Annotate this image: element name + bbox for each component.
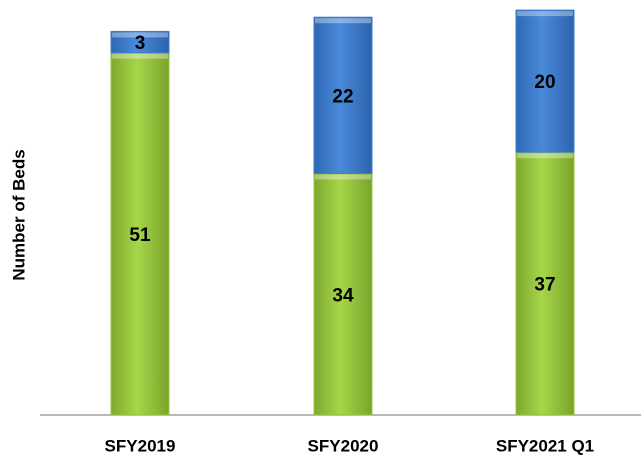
segment-highlight — [517, 11, 573, 17]
data-label: 51 — [129, 225, 151, 246]
bar-segment — [515, 9, 575, 153]
data-label: 22 — [332, 86, 353, 107]
y-axis-label: Number of Beds — [9, 149, 28, 280]
data-label: 20 — [534, 72, 555, 93]
data-label: 3 — [135, 33, 146, 54]
segment-highlight — [315, 174, 371, 180]
data-label: 37 — [534, 275, 555, 296]
segment-highlight — [517, 153, 573, 159]
segment-highlight — [112, 32, 168, 38]
bar-segment — [313, 16, 373, 174]
bar-segment — [110, 30, 170, 54]
data-label: 34 — [332, 285, 354, 306]
segment-highlight — [112, 53, 168, 59]
bar-segment — [110, 52, 170, 416]
bar-segment — [515, 151, 575, 416]
x-tick-label: SFY2020 — [308, 436, 379, 455]
x-tick-label: SFY2019 — [105, 436, 176, 455]
segment-highlight — [315, 18, 371, 24]
x-tick-label: SFY2021 Q1 — [496, 436, 594, 455]
